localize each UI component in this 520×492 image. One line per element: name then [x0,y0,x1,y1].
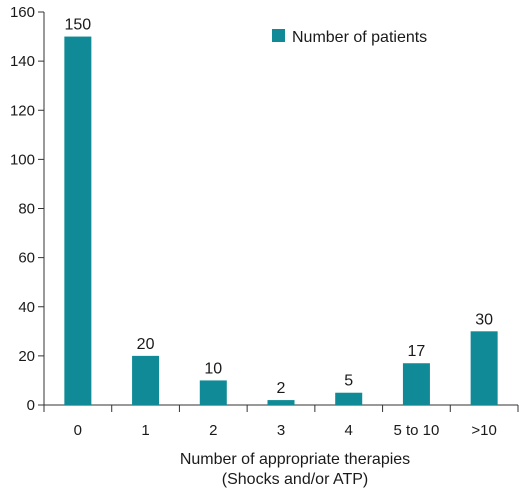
y-tick-label: 20 [18,348,35,365]
bar-value-label: 150 [65,17,92,34]
bar-value-label: 30 [475,311,493,328]
bar [64,36,92,405]
x-tick-label: 3 [277,422,285,439]
y-tick-label: 80 [18,201,35,218]
x-tick-label: 5 to 10 [393,422,439,439]
legend: Number of patients [272,29,427,46]
legend-swatch [272,29,285,42]
y-tick-label: 160 [10,4,35,21]
x-tick-label: 0 [74,422,82,439]
y-tick-label: 100 [10,151,35,168]
y-tick-label: 40 [18,299,35,316]
x-axis-title-line-2: (Shocks and/or ATP) [222,471,368,488]
bar-value-label: 20 [137,336,155,353]
bar-value-label: 17 [408,343,426,360]
x-tick-label: 1 [141,422,149,439]
x-tick-label: 2 [209,422,217,439]
bar [267,400,295,405]
x-axis-title: Number of appropriate therapies (Shocks … [180,451,410,488]
y-axis: 0 20 40 60 80 100 120 140 160 [10,4,45,414]
bar [335,392,363,405]
bars [64,36,498,405]
bar [470,331,498,405]
bar [132,355,160,405]
bar-value-label: 10 [204,360,222,377]
y-tick-label: 60 [18,250,35,267]
bar-value-label: 2 [277,380,286,397]
x-tick-label: >10 [471,422,496,439]
data-labels: 150 20 10 2 5 17 30 [65,17,494,398]
x-tick-label: 4 [345,422,353,439]
y-tick-label: 120 [10,102,35,119]
bar [199,380,227,405]
x-axis-title-line-1: Number of appropriate therapies [180,451,410,468]
y-tick-label: 0 [27,397,35,414]
x-axis: 0 1 2 3 4 5 to 10 >10 [43,404,519,439]
bar [402,363,430,405]
legend-label: Number of patients [292,29,427,46]
bar-value-label: 5 [344,373,353,390]
y-tick-label: 140 [10,53,35,70]
